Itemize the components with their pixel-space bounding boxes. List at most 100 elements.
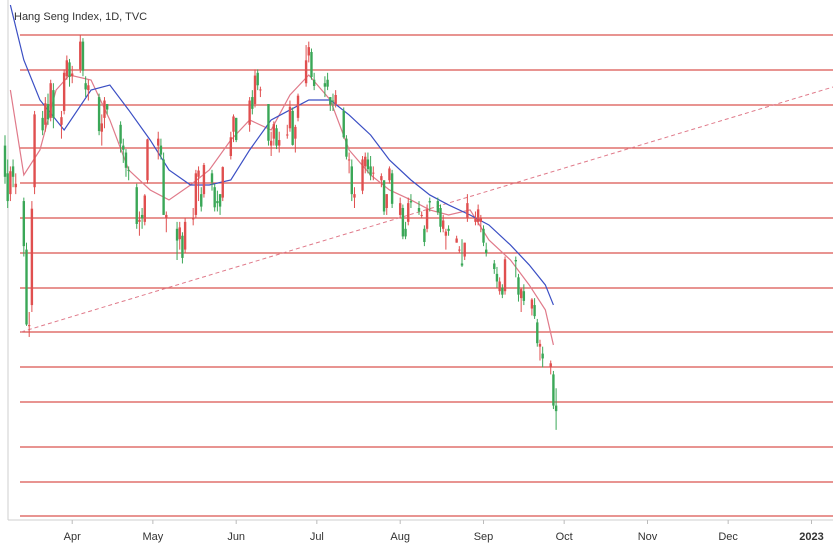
candle-body [323, 83, 327, 87]
candle-body [27, 325, 31, 327]
candle-body [248, 100, 251, 125]
candle-body [364, 156, 367, 167]
candle-body [256, 72, 259, 86]
candle-body [428, 201, 431, 203]
candle-body [350, 166, 353, 195]
candle-body [87, 85, 90, 91]
candle-body [9, 171, 12, 195]
candle-body [165, 214, 168, 219]
candle-body [49, 83, 52, 118]
candle-body [409, 201, 413, 203]
candle-body [522, 291, 526, 301]
x-tick-label: Sep [474, 531, 494, 543]
candle-body [229, 137, 233, 156]
candle-body [493, 263, 496, 270]
candle-body [157, 138, 160, 146]
candle-body [269, 140, 273, 146]
candle-body [14, 183, 17, 188]
candle-body [97, 97, 101, 132]
candle-body [329, 97, 332, 105]
candle-body [138, 219, 141, 222]
candle-body [345, 138, 348, 157]
candle-body [162, 159, 165, 215]
candle-body [140, 214, 144, 219]
x-tick-label: Aug [390, 531, 410, 543]
candle-body [476, 209, 480, 222]
candle-body [294, 126, 297, 139]
candle-body [62, 72, 66, 111]
candle-body [25, 249, 28, 325]
candle-body [479, 218, 483, 222]
candle-body [183, 221, 187, 250]
candle-body [385, 194, 388, 208]
candle-body [326, 79, 329, 87]
candle-body [175, 228, 179, 241]
candle-body [30, 208, 34, 306]
x-tick-label: Apr [64, 531, 81, 543]
moving-average [9, 4, 554, 306]
candle-body [197, 170, 200, 177]
candle-body [420, 214, 423, 216]
candle-body [3, 145, 7, 177]
candle-body [372, 172, 375, 174]
candle-body [286, 134, 289, 136]
candle-body [441, 220, 445, 229]
candle-body [549, 363, 552, 368]
candle-body [554, 405, 558, 412]
candle-body [143, 195, 146, 222]
candle-body [361, 159, 364, 191]
candle-body [146, 139, 149, 181]
candle-body [334, 94, 337, 104]
candle-body [253, 75, 257, 104]
candle-body [342, 110, 345, 138]
candle-body [382, 180, 386, 212]
candle-body [79, 41, 82, 70]
trendline [20, 86, 833, 333]
candle-body [122, 145, 125, 150]
candle-body [485, 249, 488, 254]
candle-body [60, 117, 63, 125]
candle-body [514, 260, 517, 262]
candle-body [267, 104, 270, 141]
candle-body [275, 128, 278, 146]
candle-body [533, 305, 536, 317]
candle-body [417, 208, 421, 212]
candle-body [11, 166, 15, 177]
candle-body [538, 343, 542, 347]
candle-body [439, 208, 442, 227]
candle-body [390, 173, 394, 204]
candle-body [458, 249, 461, 251]
candle-body [221, 167, 224, 198]
candle-body [200, 194, 203, 207]
candle-body [331, 100, 335, 102]
candle-body [202, 165, 206, 195]
candle-body [498, 281, 501, 292]
candle-body [251, 97, 254, 109]
candle-body [100, 123, 103, 132]
candle-body [216, 201, 219, 204]
candle-body [541, 353, 544, 359]
candle-body [191, 218, 195, 220]
candle-body [519, 289, 523, 299]
candle-body [103, 100, 106, 118]
chart-title: Hang Seng Index, 1D, TVC [14, 11, 147, 23]
plot [3, 4, 833, 430]
candle-body [33, 114, 36, 188]
candle-body [398, 203, 402, 215]
candle-body [81, 41, 85, 71]
candle-body [307, 47, 310, 56]
candle-body [401, 208, 405, 237]
candle-body [278, 140, 281, 146]
candle-body [181, 235, 184, 258]
moving-average [9, 74, 555, 346]
x-tick-label: Oct [556, 531, 573, 543]
candle-body [194, 173, 198, 215]
candle-body [517, 277, 520, 295]
candle-body [71, 73, 74, 77]
candle-body [296, 95, 300, 118]
candle-body [310, 52, 313, 77]
candle-body [135, 187, 138, 224]
candle-body [65, 60, 69, 77]
candle-body [503, 259, 507, 292]
